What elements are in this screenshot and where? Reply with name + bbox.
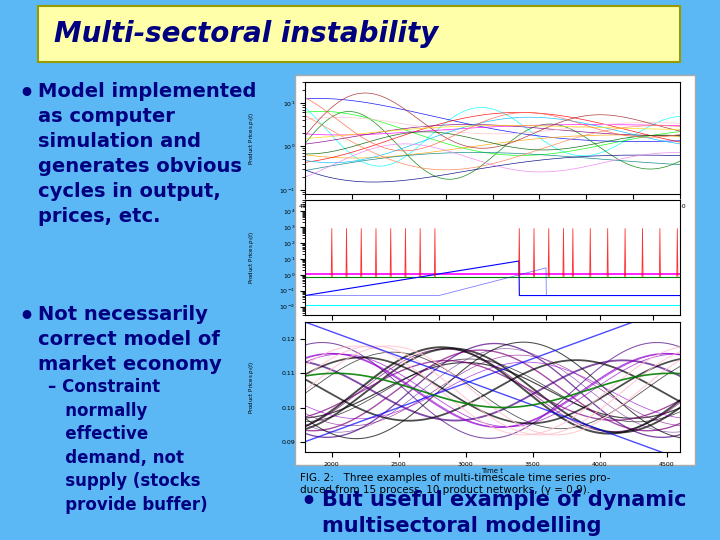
Text: Model implemented
as computer
simulation and
generates obvious
cycles in output,: Model implemented as computer simulation… xyxy=(38,82,256,226)
Text: FIG. 2:   Three examples of multi-timescale time series pro-
duced from 15 proce: FIG. 2: Three examples of multi-timescal… xyxy=(300,473,611,495)
FancyBboxPatch shape xyxy=(38,6,680,62)
Text: Multi-sectoral instability: Multi-sectoral instability xyxy=(54,20,438,48)
Text: •: • xyxy=(18,305,34,329)
Text: •: • xyxy=(18,82,34,106)
Y-axis label: Product Prices $p_i(t)$: Product Prices $p_i(t)$ xyxy=(247,360,256,414)
Text: But useful example of dynamic
multisectoral modelling: But useful example of dynamic multisecto… xyxy=(322,490,686,536)
Y-axis label: Product Prices $p_i(t)$: Product Prices $p_i(t)$ xyxy=(247,111,256,165)
Bar xyxy=(295,75,695,465)
X-axis label: Time t: Time t xyxy=(482,468,503,474)
Text: – Constraint
   normally
   effective
   demand, not
   supply (stocks
   provid: – Constraint normally effective demand, … xyxy=(48,378,207,514)
Y-axis label: Product Prices $p_i(t)$: Product Prices $p_i(t)$ xyxy=(247,231,256,285)
Text: •: • xyxy=(300,490,316,514)
Text: Not necessarily
correct model of
market economy: Not necessarily correct model of market … xyxy=(38,305,222,374)
